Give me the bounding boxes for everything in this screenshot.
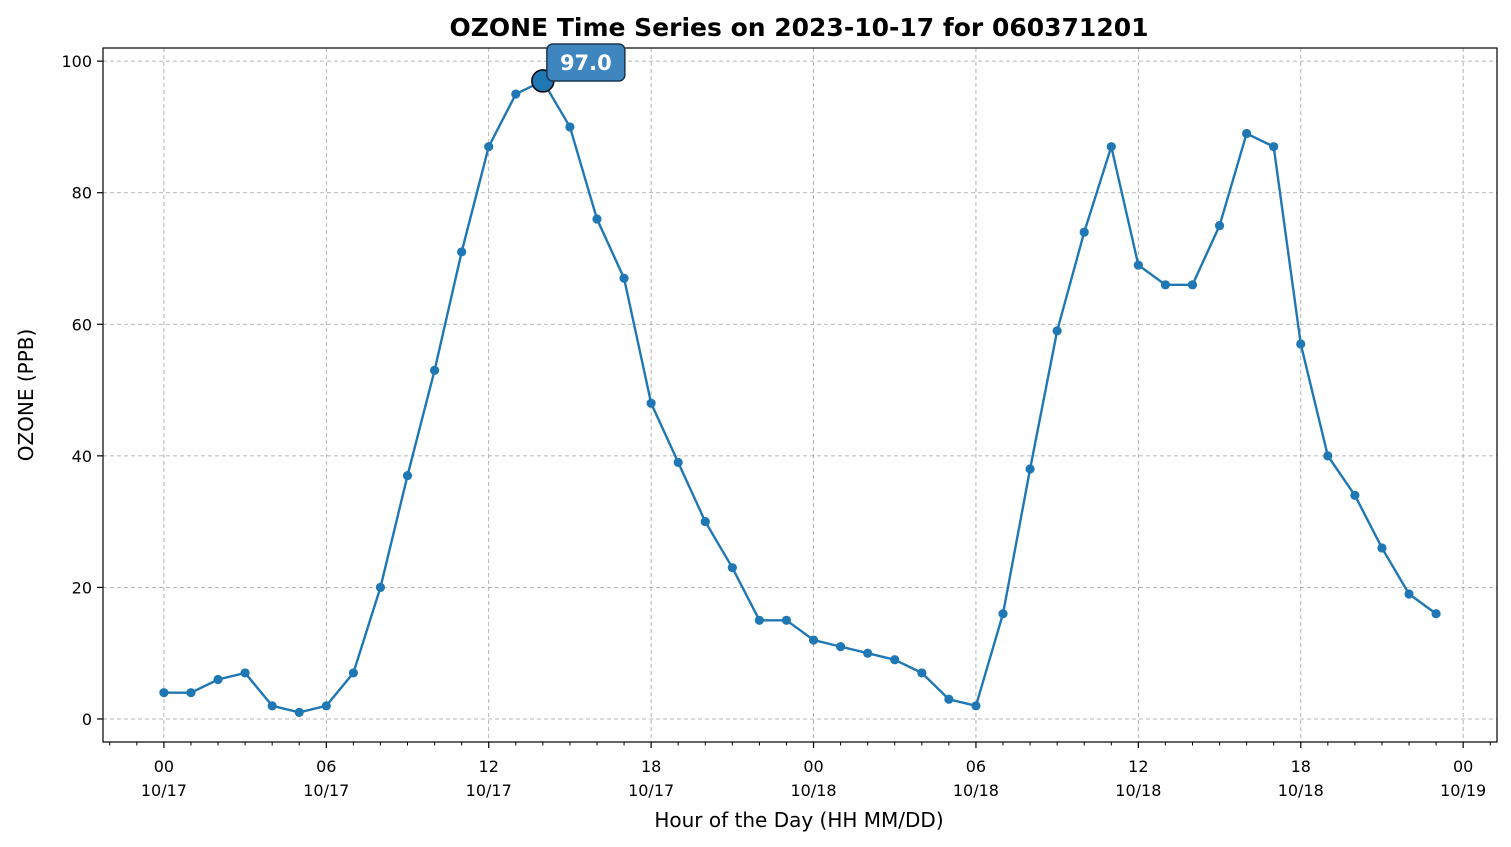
data-point	[375, 582, 386, 593]
y-axis-label: OZONE (PPB)	[14, 329, 38, 462]
peak-annotation: 97.0	[531, 43, 626, 93]
ozone-series	[159, 76, 1441, 717]
data-point	[1431, 609, 1441, 619]
data-point	[673, 457, 683, 468]
data-point	[267, 701, 277, 711]
x-tick-label-hour: 18	[1291, 757, 1311, 776]
data-point	[700, 517, 710, 527]
data-point	[917, 668, 927, 678]
data-point	[484, 142, 494, 152]
y-tick-label: 60	[72, 315, 92, 334]
peak-label: 97.0	[560, 51, 612, 75]
x-tick-label-hour: 06	[966, 757, 986, 776]
x-tick-label-date: 10/18	[790, 781, 836, 800]
data-point	[1079, 227, 1089, 237]
data-point	[944, 694, 954, 704]
data-point	[402, 470, 413, 481]
y-axis: 0 20 40 60 80 100	[61, 52, 103, 729]
data-point	[646, 398, 656, 408]
y-tick-label: 80	[72, 184, 92, 203]
x-tick-label-hour: 12	[1128, 757, 1148, 776]
data-point	[1269, 142, 1279, 152]
x-tick-label-hour: 12	[479, 757, 499, 776]
data-point	[1404, 589, 1414, 599]
x-axis-label: Hour of the Day (HH MM/DD)	[654, 808, 943, 832]
x-tick-label-hour: 00	[803, 757, 823, 776]
data-point	[1106, 142, 1116, 152]
y-tick-label: 100	[61, 52, 92, 71]
grid-lines	[103, 48, 1497, 742]
x-tick-label-hour: 00	[154, 757, 174, 776]
peak-label-box	[546, 43, 626, 82]
data-point	[213, 674, 223, 685]
data-point	[294, 707, 304, 717]
data-point	[781, 615, 792, 625]
data-point	[1350, 490, 1360, 500]
data-point	[511, 89, 521, 99]
data-point	[1296, 339, 1306, 349]
x-tick-label-date: 10/18	[1278, 781, 1324, 800]
x-tick-label-date: 10/17	[466, 781, 512, 800]
x-axis: 00 10/17 06 10/17 12 10/17 18 10/17 00 10/18 06 10/…	[109, 742, 1491, 800]
data-point	[1377, 543, 1387, 553]
data-point	[240, 668, 250, 678]
data-point	[159, 688, 169, 698]
data-point	[754, 615, 764, 625]
x-tick-label-date: 10/17	[628, 781, 674, 800]
data-point	[565, 122, 575, 132]
data-point	[1187, 280, 1198, 290]
x-tick-label-hour: 18	[641, 757, 661, 776]
data-point	[1052, 326, 1062, 336]
data-point	[998, 609, 1008, 619]
data-point	[321, 701, 331, 711]
data-point	[1160, 280, 1171, 290]
data-point	[1133, 260, 1143, 270]
x-tick-label-date: 10/17	[303, 781, 349, 800]
x-tick-label-date: 10/19	[1440, 781, 1486, 800]
series-line	[163, 79, 1437, 714]
data-point	[1323, 451, 1333, 461]
data-point	[808, 635, 819, 645]
data-point	[348, 668, 358, 678]
chart-title: OZONE Time Series on 2023-10-17 for 0603…	[450, 13, 1149, 42]
y-tick-label: 20	[72, 578, 92, 597]
y-tick-label: 40	[72, 447, 92, 466]
data-point	[186, 688, 196, 698]
data-point	[429, 365, 440, 375]
data-point	[836, 642, 846, 652]
data-point	[890, 655, 900, 665]
data-point	[1025, 464, 1035, 474]
x-tick-label-date: 10/18	[953, 781, 999, 800]
x-tick-label-date: 10/18	[1115, 781, 1161, 800]
data-point	[592, 214, 602, 224]
x-tick-label-date: 10/17	[141, 781, 187, 800]
data-point	[863, 648, 873, 658]
data-point	[971, 701, 981, 711]
data-point	[457, 247, 467, 257]
y-tick-label: 0	[82, 710, 92, 729]
plot-frame	[102, 47, 1498, 743]
data-point	[619, 273, 629, 283]
data-point	[1242, 128, 1252, 139]
data-point	[727, 563, 737, 573]
x-tick-label-hour: 06	[316, 757, 336, 776]
x-tick-label-hour: 00	[1453, 757, 1473, 776]
data-point	[1214, 221, 1225, 231]
